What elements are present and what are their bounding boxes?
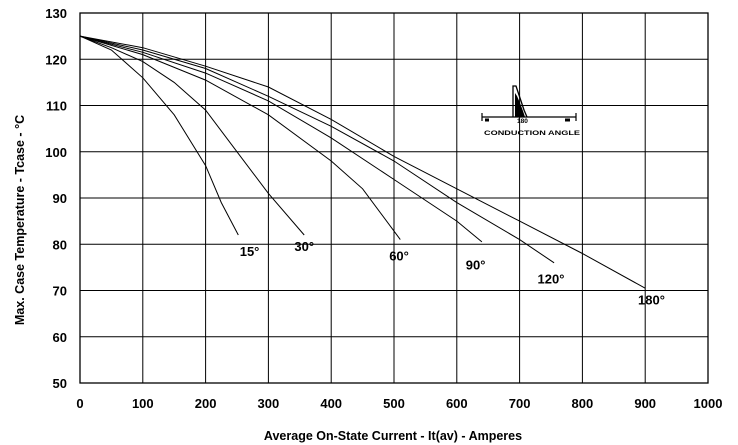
- y-tick-label-4: 90: [53, 191, 67, 206]
- x-tick-label-10: 1000: [694, 396, 723, 411]
- series-label-0: 15°: [240, 244, 260, 259]
- y-tick-label-7: 120: [45, 52, 67, 67]
- series-line-2: [79, 35, 401, 240]
- series-line-1: [79, 35, 305, 236]
- x-tick-label-1: 100: [132, 396, 154, 411]
- series-line-5: [79, 35, 646, 289]
- x-tick-label-3: 300: [258, 396, 280, 411]
- series-label-1: 30°: [294, 239, 314, 254]
- inset-left-marker: [485, 118, 489, 122]
- series-label-5: 180°: [638, 292, 665, 307]
- y-tick-label-3: 80: [53, 237, 67, 252]
- inset-caption: CONDUCTION ANGLE: [484, 130, 581, 137]
- conduction-angle-inset: 180 CONDUCTION ANGLE: [481, 85, 581, 137]
- y-tick-label-1: 60: [53, 330, 67, 345]
- series-line-3: [79, 35, 483, 243]
- series-label-2: 60°: [389, 248, 409, 263]
- series-line-0: [79, 35, 239, 236]
- inset-mid-mark: 180: [517, 118, 528, 125]
- series-line-4: [79, 35, 555, 264]
- y-tick-label-2: 70: [53, 284, 67, 299]
- inset-waveform: [512, 85, 528, 118]
- y-tick-label-6: 110: [46, 99, 67, 114]
- x-tick-label-8: 800: [572, 396, 594, 411]
- x-tick-label-9: 900: [634, 396, 656, 411]
- y-tick-label-5: 100: [45, 145, 67, 160]
- grid: [79, 12, 709, 384]
- y-axis-title: Max. Case Temperature - Tcase - °C: [13, 115, 27, 325]
- inset-conduction-shade: [515, 93, 525, 117]
- y-tick-label-8: 130: [45, 6, 67, 21]
- tick-labels: 0 100 200 300 400 500 600 700 800 900 1000 50 60 70 80…: [45, 6, 722, 411]
- inset-right-marker: [565, 118, 570, 122]
- x-axis-title: Average On-State Current - It(av) - Ampe…: [264, 429, 522, 443]
- x-tick-label-5: 500: [383, 396, 405, 411]
- x-tick-label-7: 700: [509, 396, 531, 411]
- series-label-4: 120°: [538, 272, 565, 287]
- x-tick-label-6: 600: [446, 396, 468, 411]
- series-lines: [79, 35, 646, 289]
- series-label-3: 90°: [466, 258, 486, 273]
- series-labels: 15° 30° 60° 90° 120° 180°: [240, 239, 665, 307]
- plot-frame: [79, 12, 709, 384]
- x-tick-label-4: 400: [320, 396, 342, 411]
- y-tick-label-0: 50: [53, 376, 67, 391]
- x-tick-label-2: 200: [195, 396, 217, 411]
- x-tick-label-0: 0: [76, 396, 83, 411]
